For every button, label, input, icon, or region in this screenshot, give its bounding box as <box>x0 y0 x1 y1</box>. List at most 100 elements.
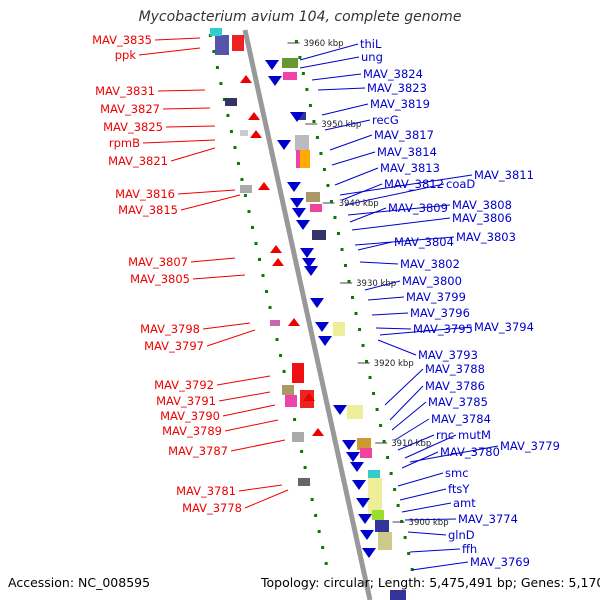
gene-box <box>375 520 389 532</box>
right-gene-leader <box>324 119 371 131</box>
left-gene-leader <box>138 47 201 56</box>
tick-dot <box>282 370 286 373</box>
left-gene-label: MAV_3825 <box>103 120 163 134</box>
tick-dot <box>347 280 351 283</box>
tick-dot <box>254 242 258 245</box>
left-gene-label: MAV_3835 <box>92 33 152 47</box>
forward-gene-arrow <box>288 318 300 326</box>
forward-gene-arrow <box>250 130 262 138</box>
tick-dot <box>407 552 411 555</box>
kbp-label: 3920 kbp <box>374 359 414 369</box>
tick-dot <box>386 456 390 459</box>
right-gene-label: MAV_3779 <box>500 439 560 453</box>
left-gene-leader <box>216 375 271 386</box>
left-gene-label: MAV_3787 <box>168 444 228 458</box>
right-gene-label: amt <box>453 496 476 510</box>
right-gene-label: MAV_3814 <box>377 145 437 159</box>
tick-dot <box>212 50 216 53</box>
tick-dot <box>319 152 323 155</box>
right-gene-label: MAV_3812 <box>384 177 444 191</box>
tick-dot <box>247 210 251 213</box>
right-gene-label: MAV_3784 <box>431 412 491 426</box>
reverse-gene-arrow <box>300 248 314 258</box>
right-gene-label: MAV_3806 <box>452 211 512 225</box>
right-gene-leader <box>371 312 409 316</box>
tick-dot <box>265 290 269 293</box>
reverse-gene-arrow <box>318 336 332 346</box>
right-gene-label: MAV_3811 <box>474 168 534 182</box>
tick-dot <box>315 136 319 139</box>
reverse-gene-arrow <box>346 452 360 462</box>
left-gene-leader <box>206 329 256 347</box>
right-gene-leader <box>299 56 360 69</box>
right-gene-label: MAV_3823 <box>367 81 427 95</box>
right-gene-leader <box>349 207 387 223</box>
left-gene-label: MAV_3789 <box>162 424 222 438</box>
left-gene-leader <box>192 274 246 280</box>
gene-box <box>298 478 310 486</box>
gene-box <box>292 363 304 383</box>
right-gene-label: MAV_3774 <box>458 512 518 526</box>
left-gene-leader <box>222 404 276 417</box>
reverse-gene-arrow <box>356 498 370 508</box>
right-gene-leader <box>367 296 405 301</box>
right-gene-leader <box>397 472 444 487</box>
forward-gene-arrow <box>240 75 252 83</box>
right-gene-leader <box>399 488 447 501</box>
right-gene-leader <box>384 368 424 406</box>
forward-gene-arrow <box>272 258 284 266</box>
reverse-gene-arrow <box>277 140 291 150</box>
reverse-gene-arrow <box>342 440 356 450</box>
tick-dot <box>365 360 369 363</box>
right-gene-leader <box>299 43 359 61</box>
right-gene-label: MAV_3809 <box>388 201 448 215</box>
left-gene-leader <box>177 189 236 195</box>
tick-dot <box>243 194 247 197</box>
tick-dot <box>396 504 400 507</box>
left-gene-label: MAV_3797 <box>144 339 204 353</box>
right-gene-leader <box>321 103 369 116</box>
right-gene-label: MAV_3794 <box>474 320 534 334</box>
left-gene-label: ppk <box>115 48 137 62</box>
gene-box <box>240 130 248 136</box>
forward-gene-arrow <box>303 393 315 401</box>
reverse-gene-arrow <box>265 60 279 70</box>
tick-dot <box>354 312 358 315</box>
tick-dot <box>312 120 316 123</box>
reverse-gene-arrow <box>315 322 329 332</box>
tick-dot <box>300 450 304 453</box>
gene-box <box>300 150 310 168</box>
tick-dot <box>329 200 333 203</box>
map-title: Mycobacterium avium 104, complete genome <box>138 9 462 25</box>
left-gene-leader <box>170 147 216 162</box>
reverse-gene-arrow <box>290 198 304 208</box>
right-gene-label: MAV_3793 <box>418 348 478 362</box>
tick-dot <box>372 392 376 395</box>
right-gene-label: MAV_3802 <box>400 257 460 271</box>
left-gene-leader <box>162 107 211 110</box>
right-gene-leader <box>409 548 461 553</box>
right-gene-label: MAV_3804 <box>394 235 454 249</box>
reverse-gene-arrow <box>358 514 372 524</box>
gene-box <box>270 320 280 326</box>
right-gene-label: MAV_3819 <box>370 97 430 111</box>
tick-dot <box>403 536 407 539</box>
gene-box <box>360 448 372 458</box>
right-gene-leader <box>379 326 473 336</box>
gene-box <box>285 395 297 407</box>
tick-dot <box>333 216 337 219</box>
tick-dot <box>324 562 328 565</box>
left-gene-leader <box>244 489 289 509</box>
right-gene-label: rnc <box>436 428 454 442</box>
right-gene-leader <box>375 327 412 330</box>
gene-box <box>240 185 252 193</box>
tick-dot <box>321 546 325 549</box>
kbp-label: 3900 kbp <box>409 518 449 528</box>
left-gene-label: MAV_3781 <box>176 484 236 498</box>
left-gene-label: MAV_3791 <box>156 394 216 408</box>
gene-box <box>295 135 309 151</box>
right-gene-label: recG <box>372 113 399 127</box>
right-gene-leader <box>401 451 439 469</box>
tick-dot <box>305 88 309 91</box>
